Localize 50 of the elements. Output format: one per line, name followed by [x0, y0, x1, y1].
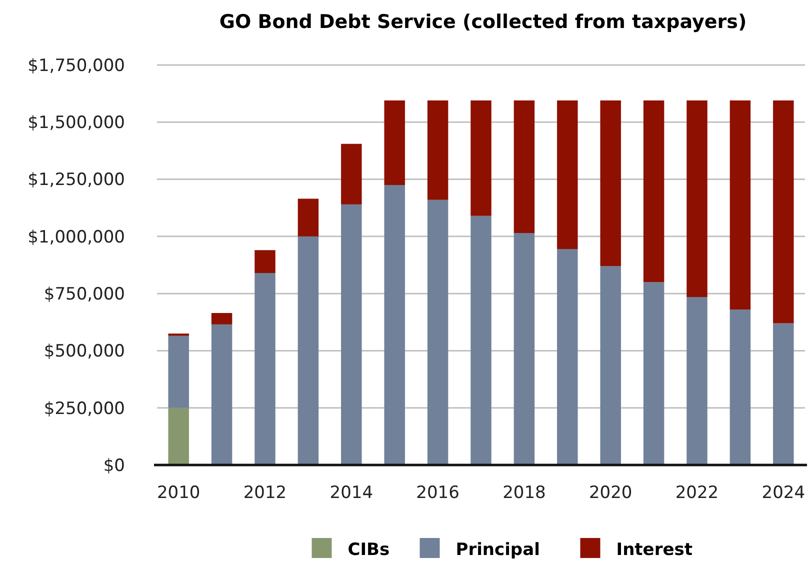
bar	[298, 236, 319, 465]
x-tick-label: 2010	[156, 483, 200, 503]
bar	[600, 266, 621, 465]
bar	[384, 100, 405, 185]
bar	[773, 323, 794, 465]
bar	[643, 100, 664, 282]
bar	[427, 200, 448, 465]
bar	[254, 250, 276, 273]
x-tick-label: 2014	[330, 483, 374, 503]
y-tick-label: $1,500,000	[28, 113, 125, 134]
bar	[514, 100, 535, 233]
legend-label: CIBs	[348, 540, 390, 560]
bar	[384, 185, 405, 465]
x-tick-label: 2020	[588, 483, 632, 503]
x-tick-label: 2016	[416, 483, 460, 503]
bar	[514, 233, 535, 465]
bar	[211, 324, 232, 465]
y-tick-label: $1,750,000	[28, 56, 125, 76]
bar	[470, 216, 492, 465]
bar	[254, 273, 276, 465]
bar	[686, 100, 708, 297]
bar	[686, 297, 708, 465]
x-tick-label: 2018	[502, 483, 546, 503]
y-tick-label: $0	[103, 456, 125, 476]
y-tick-label: $250,000	[44, 398, 125, 419]
bar	[557, 100, 578, 249]
bar	[341, 204, 362, 465]
bar	[600, 100, 621, 266]
bar	[168, 408, 189, 465]
bar	[341, 144, 362, 204]
legend-label: Principal	[456, 540, 540, 560]
bar	[643, 282, 664, 465]
y-tick-label: $750,000	[44, 284, 125, 305]
bar	[211, 313, 232, 324]
x-tick-label: 2012	[243, 483, 287, 503]
y-tick-label: $1,000,000	[28, 227, 125, 248]
bar	[470, 100, 492, 216]
bar	[168, 336, 189, 408]
bar	[298, 198, 319, 236]
x-tick-label: 2022	[675, 483, 719, 503]
bar	[557, 249, 578, 465]
bar	[773, 100, 794, 324]
bar	[427, 100, 448, 200]
bar	[730, 310, 751, 465]
y-tick-label: $1,250,000	[28, 170, 125, 190]
chart-title: GO Bond Debt Service (collected from taxpayers)	[219, 11, 747, 33]
y-tick-label: $500,000	[44, 342, 125, 362]
x-tick-label: 2024	[762, 483, 806, 503]
bar	[730, 100, 751, 310]
legend-label: Interest	[616, 540, 692, 560]
